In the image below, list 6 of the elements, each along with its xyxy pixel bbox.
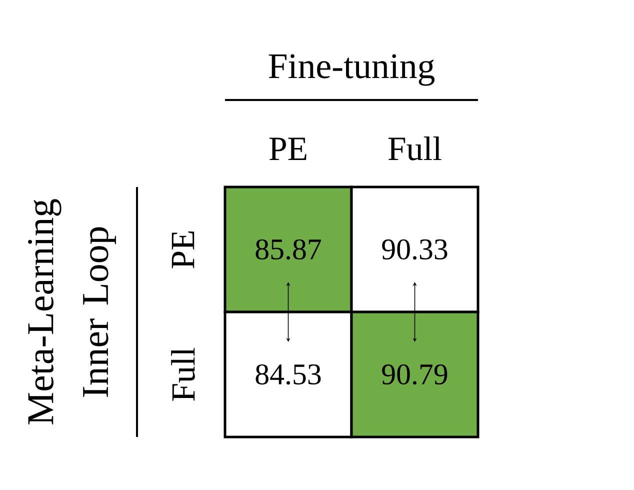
y-axis-title: Meta-Learning Inner Loop bbox=[28, 199, 116, 424]
x-axis-title: Fine-tuning bbox=[268, 54, 435, 86]
data-label: 90.79 bbox=[382, 364, 448, 385]
data-label: 90.33 bbox=[382, 239, 448, 260]
data-label: 84.53 bbox=[256, 364, 321, 385]
data-label: 85.87 bbox=[256, 239, 322, 260]
